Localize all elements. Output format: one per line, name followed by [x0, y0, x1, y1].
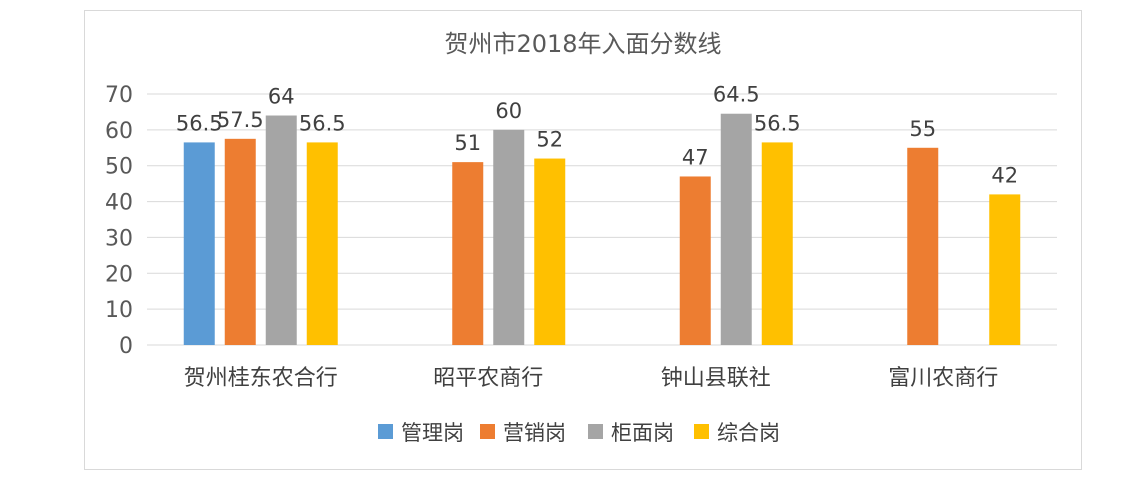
data-label: 64: [268, 85, 295, 109]
legend-label: 柜面岗: [611, 421, 674, 445]
legend-swatch: [378, 424, 393, 439]
legend-swatch: [694, 424, 709, 439]
data-label: 56.5: [299, 111, 346, 135]
bar: [265, 115, 297, 345]
data-label: 55: [909, 117, 936, 141]
category-label: 贺州桂东农合行: [184, 366, 338, 391]
data-label: 60: [495, 99, 522, 123]
y-axis-ticks: 0 10 20 30 40 50 60 70: [105, 83, 133, 359]
x-axis-categories: 贺州桂东农合行 昭平农商行 钟山县联社 富川农商行: [184, 366, 999, 391]
data-label: 56.5: [754, 111, 801, 135]
bar: [907, 147, 939, 345]
bar: [493, 129, 525, 345]
bar: [183, 142, 215, 345]
category-label: 富川农商行: [888, 366, 998, 391]
gridlines: [147, 93, 1057, 346]
bar: [720, 113, 752, 345]
bar: [761, 142, 793, 345]
category-label: 昭平农商行: [433, 366, 543, 391]
data-label: 52: [536, 128, 563, 152]
bar: [989, 194, 1021, 345]
legend-swatch: [480, 424, 495, 439]
legend: 管理岗 营销岗 柜面岗 综合岗: [378, 421, 780, 445]
category-label: 钟山县联社: [661, 366, 771, 391]
cropped-text-strip: [0, 486, 1146, 498]
y-tick-label: 0: [119, 334, 133, 359]
bars: [183, 113, 1021, 345]
y-tick-label: 70: [105, 83, 133, 108]
y-tick-label: 50: [105, 155, 133, 180]
data-label: 47: [682, 145, 709, 169]
data-label: 57.5: [217, 108, 264, 132]
legend-label: 营销岗: [503, 421, 566, 445]
y-tick-label: 10: [105, 298, 133, 323]
bar: [452, 162, 484, 345]
legend-label: 管理岗: [401, 421, 464, 445]
y-tick-label: 30: [105, 226, 133, 251]
data-label: 42: [991, 163, 1018, 187]
legend-label: 综合岗: [717, 421, 780, 445]
y-tick-label: 40: [105, 191, 133, 216]
chart-frame: 贺州市2018年入面分数线 0 10 20 30 40 50 60 70 56.5 57.5 64…: [84, 10, 1082, 470]
y-tick-label: 60: [105, 119, 133, 144]
chart-title: 贺州市2018年入面分数线: [444, 30, 721, 58]
data-label: 56.5: [176, 111, 223, 135]
legend-swatch: [588, 424, 603, 439]
bar: [224, 138, 256, 345]
bar: [306, 142, 338, 345]
bar: [534, 158, 566, 345]
bar: [679, 176, 711, 345]
data-label: 51: [454, 131, 481, 155]
y-tick-label: 20: [105, 262, 133, 287]
data-label: 64.5: [713, 83, 760, 107]
